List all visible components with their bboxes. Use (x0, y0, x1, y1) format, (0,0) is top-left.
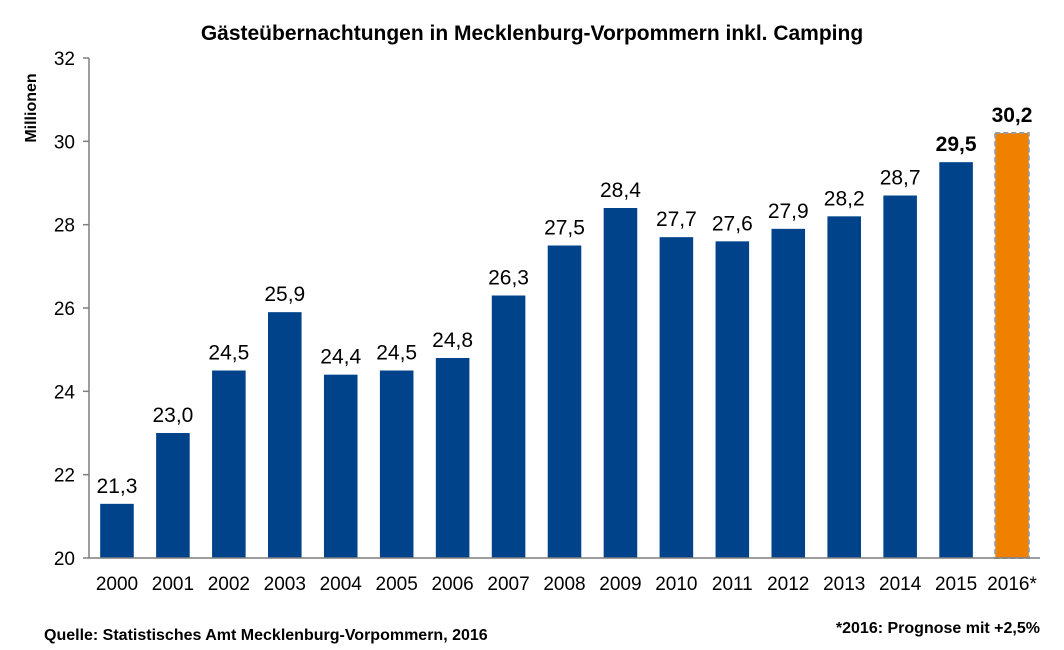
bar (268, 312, 302, 558)
bar (715, 241, 750, 559)
x-tick-label: 2008 (543, 574, 585, 595)
x-tick-label: 2015 (935, 574, 977, 595)
source-note: Quelle: Statistisches Amt Mecklenburg-Vo… (44, 627, 488, 644)
x-tick-label: 2007 (487, 574, 529, 595)
bar (491, 295, 526, 558)
data-label: 28,2 (824, 187, 865, 210)
data-label: 28,7 (880, 167, 921, 190)
bar (379, 370, 414, 558)
x-axis-tick-labels: 2000 2001 2002 2003 2004 2005 2006 2007 2008 2009… (96, 574, 1038, 595)
bars (100, 132, 1030, 559)
y-axis-label: Millionen (23, 73, 40, 142)
value-labels: 21,3 23,0 24,5 25,9 24,4 24,5 24,8 26,3 27,5 28,4… (97, 104, 1033, 498)
data-label: 24,4 (320, 346, 361, 369)
data-label: 27,9 (768, 200, 809, 223)
x-tick-label: 2010 (655, 574, 697, 595)
bar (212, 370, 246, 558)
bar (771, 228, 806, 559)
y-tick-label: 26 (54, 299, 75, 320)
data-label: 28,4 (600, 179, 641, 202)
bar (323, 374, 358, 558)
data-label: 23,0 (152, 404, 193, 427)
x-tick-label: 2013 (823, 574, 865, 595)
chart-title: Gästeübernachtungen in Mecklenburg-Vorpo… (201, 22, 863, 45)
x-tick-label: 2006 (431, 574, 473, 595)
y-tick-label: 22 (54, 466, 75, 487)
bar (659, 237, 694, 558)
data-label: 25,9 (264, 283, 305, 306)
x-tick-label: 2012 (767, 574, 809, 595)
x-tick-label: 2004 (320, 574, 363, 595)
x-tick-label: 2001 (152, 574, 194, 595)
data-label: 21,3 (97, 475, 138, 498)
bar (939, 162, 973, 558)
data-label: 24,8 (432, 329, 473, 352)
y-tick-label: 20 (54, 549, 75, 570)
x-tick-label: 2009 (599, 574, 641, 595)
x-tick-label: 2005 (376, 574, 418, 595)
bar (827, 216, 861, 559)
y-tick-label: 28 (54, 216, 75, 237)
data-label: 27,6 (712, 212, 753, 235)
x-tick-label: 2011 (712, 574, 753, 595)
data-label: 24,5 (208, 342, 249, 365)
bar (435, 358, 470, 558)
y-tick-label: 32 (54, 49, 75, 70)
data-label: 24,5 (376, 342, 417, 365)
x-tick-label: 2003 (264, 574, 306, 595)
bar (100, 503, 134, 558)
x-tick-label: 2014 (879, 574, 922, 595)
forecast-note: *2016: Prognose mit +2,5% (836, 620, 1040, 637)
x-tick-label: 2002 (208, 574, 250, 595)
data-label: 27,5 (544, 217, 585, 240)
y-tick-label: 24 (54, 382, 76, 403)
bar (883, 195, 917, 558)
data-label: 27,7 (656, 208, 697, 231)
data-label: 26,3 (488, 267, 529, 290)
y-tick-label: 30 (54, 132, 75, 153)
bar-forecast (994, 132, 1030, 559)
data-label: 29,5 (936, 133, 977, 156)
bar (547, 245, 582, 558)
bar (156, 433, 190, 558)
y-axis-ticks: 20 22 24 26 28 30 32 (54, 49, 89, 570)
x-tick-label: 2016* (987, 574, 1037, 595)
x-tick-label: 2000 (96, 574, 138, 595)
bar (603, 208, 638, 558)
data-label: 30,2 (992, 104, 1033, 127)
